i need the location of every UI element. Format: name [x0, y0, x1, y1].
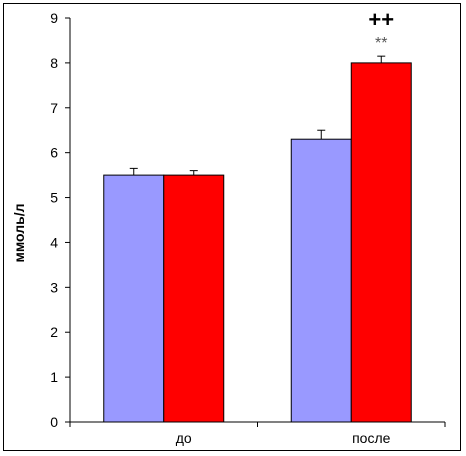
y-tick-label: 6 — [50, 145, 58, 161]
y-tick-label: 7 — [50, 100, 58, 116]
bar — [290, 138, 352, 423]
bar — [103, 174, 165, 423]
bar — [350, 62, 412, 423]
y-tick-label: 9 — [50, 10, 58, 26]
y-tick-label: 1 — [50, 369, 58, 385]
y-tick-label: 2 — [50, 324, 58, 340]
bar — [163, 174, 225, 423]
significance-plus-annotation: ++ — [368, 7, 394, 32]
plot-area: 0 1 2 3 4 5 6 7 8 9 до после ++ ** — [50, 7, 446, 446]
y-tick-label: 4 — [50, 234, 58, 250]
y-tick-label: 5 — [50, 190, 58, 206]
significance-star-annotation: ** — [375, 35, 387, 52]
y-tick-label: 8 — [50, 55, 58, 71]
y-tick-label: 3 — [50, 279, 58, 295]
x-tick-label: после — [352, 430, 391, 446]
x-tick-label: до — [176, 430, 192, 446]
y-axis-label: ммоль/л — [11, 203, 27, 262]
y-tick-label: 0 — [50, 414, 58, 430]
